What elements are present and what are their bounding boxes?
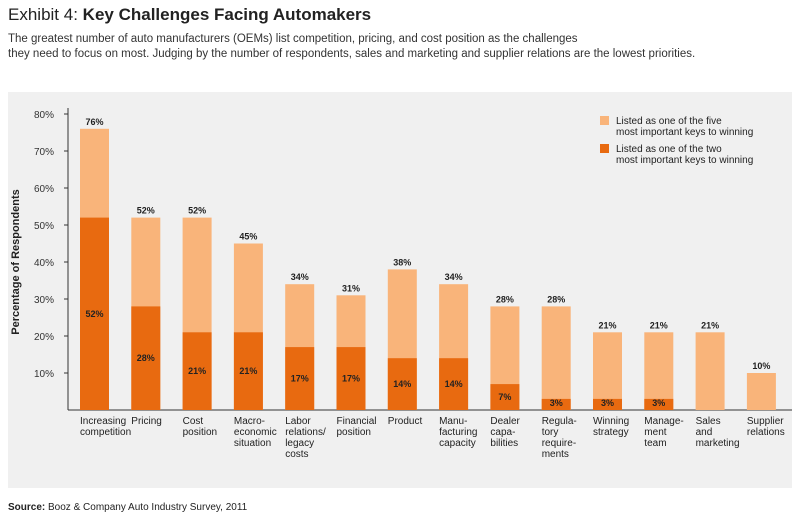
subtitle-line-2: they need to focus on most. Judging by t… (8, 48, 696, 60)
legend-label-five: Listed as one of the five most important … (616, 116, 753, 138)
bar-label-top-two: 3% (652, 398, 665, 408)
bar-top-two (80, 217, 109, 410)
category-label: Financial position (337, 416, 377, 438)
bar-label-top-five: 52% (188, 206, 206, 216)
bar-label-top-five: 21% (598, 320, 616, 330)
category-label: Product (388, 416, 423, 427)
category-label: Labor relations/legacy costs (285, 416, 326, 460)
bar-label-top-five: 28% (496, 294, 514, 304)
bar-top-five (644, 332, 674, 410)
y-tick-label: 50% (34, 221, 54, 232)
chart-title: Key Challenges Facing Automakers (82, 5, 372, 24)
bar-label-top-two: 14% (393, 379, 411, 389)
exhibit-label: Exhibit 4: (8, 5, 78, 24)
category-label: Pricing (131, 416, 162, 427)
bar-label-top-five: 28% (547, 294, 565, 304)
bar-label-top-five: 21% (650, 320, 668, 330)
category-label: Sales and marketing (696, 416, 740, 449)
bar-label-top-two: 17% (291, 374, 309, 384)
y-tick-label: 40% (34, 258, 54, 269)
category-label: Manage-ment team (644, 416, 683, 449)
bar-top-two (644, 398, 674, 410)
category-label: Dealer capa-bilities (490, 416, 520, 449)
bar-label-top-two: 21% (239, 366, 257, 376)
legend-swatch-two (600, 144, 609, 153)
category-label: Increasing competition (80, 416, 131, 438)
category-label: Winning strategy (593, 416, 629, 438)
bar-top-two (182, 332, 212, 410)
bar-label-top-five: 45% (239, 232, 257, 242)
category-label: Cost position (183, 416, 217, 438)
bar-label-top-two: 3% (601, 398, 614, 408)
bar-label-top-two: 28% (137, 353, 155, 363)
chart-panel: 10% 20% 30% 40% 50% 60% 70% 80% Percentage of Re… (8, 92, 792, 488)
bar-top-five (541, 306, 571, 410)
source-note: Source: Booz & Company Auto Industry Sur… (8, 502, 247, 513)
bar-label-top-five: 10% (752, 361, 770, 371)
category-label: Supplier relations (747, 416, 785, 438)
bar-top-five (746, 373, 776, 410)
bar-label-top-five: 38% (393, 257, 411, 267)
y-tick-label: 10% (34, 369, 54, 380)
y-tick-label: 30% (34, 295, 54, 306)
bar-label-top-five: 34% (291, 272, 309, 282)
bar-label-top-two: 52% (85, 309, 103, 319)
bar-top-two (593, 398, 622, 410)
category-label: Manu-facturing capacity (439, 416, 477, 449)
bar-top-two (336, 347, 366, 410)
bar-top-two (490, 384, 520, 410)
y-tick-label: 80% (34, 110, 54, 121)
category-label: Regula-tory require-ments (542, 416, 577, 460)
exhibit-title: Exhibit 4: Key Challenges Facing Automak… (8, 4, 788, 26)
bar-chart: 10% 20% 30% 40% 50% 60% 70% 80% Percentage of Re… (10, 108, 792, 460)
bar-top-two (439, 358, 469, 410)
bar-label-top-five: 31% (342, 283, 360, 293)
chart-subtitle: The greatest number of auto manufacturer… (8, 32, 788, 62)
bar-top-two (541, 398, 571, 410)
bar-top-two (285, 347, 315, 410)
bar-top-five (593, 332, 622, 410)
bar-label-top-five: 76% (85, 117, 103, 127)
bar-label-top-two: 14% (445, 379, 463, 389)
bar-label-top-five: 34% (445, 272, 463, 282)
bar-label-top-five: 52% (137, 206, 155, 216)
subtitle-line-1: The greatest number of auto manufacturer… (8, 33, 578, 45)
bar-label-top-two: 7% (498, 392, 511, 402)
bar-label-top-two: 21% (188, 366, 206, 376)
bar-top-five (695, 332, 725, 410)
category-label: Macro-economic situation (234, 416, 277, 449)
source-label: Source: (8, 502, 46, 513)
source-text: Booz & Company Auto Industry Survey, 201… (48, 502, 248, 513)
bar-label-top-five: 21% (701, 320, 719, 330)
bar-top-two (233, 332, 263, 410)
bar-label-top-two: 17% (342, 374, 360, 384)
bar-top-two (131, 306, 161, 410)
y-tick-label: 20% (34, 332, 54, 343)
y-tick-label: 70% (34, 147, 54, 158)
legend-swatch-five (600, 116, 609, 125)
y-axis-title: Percentage of Respondents (10, 189, 22, 334)
y-tick-label: 60% (34, 184, 54, 195)
bar-top-two (387, 358, 417, 410)
exhibit-header: Exhibit 4: Key Challenges Facing Automak… (8, 4, 788, 62)
legend-label-two: Listed as one of the two most important k… (616, 144, 753, 166)
bar-label-top-two: 3% (550, 398, 563, 408)
